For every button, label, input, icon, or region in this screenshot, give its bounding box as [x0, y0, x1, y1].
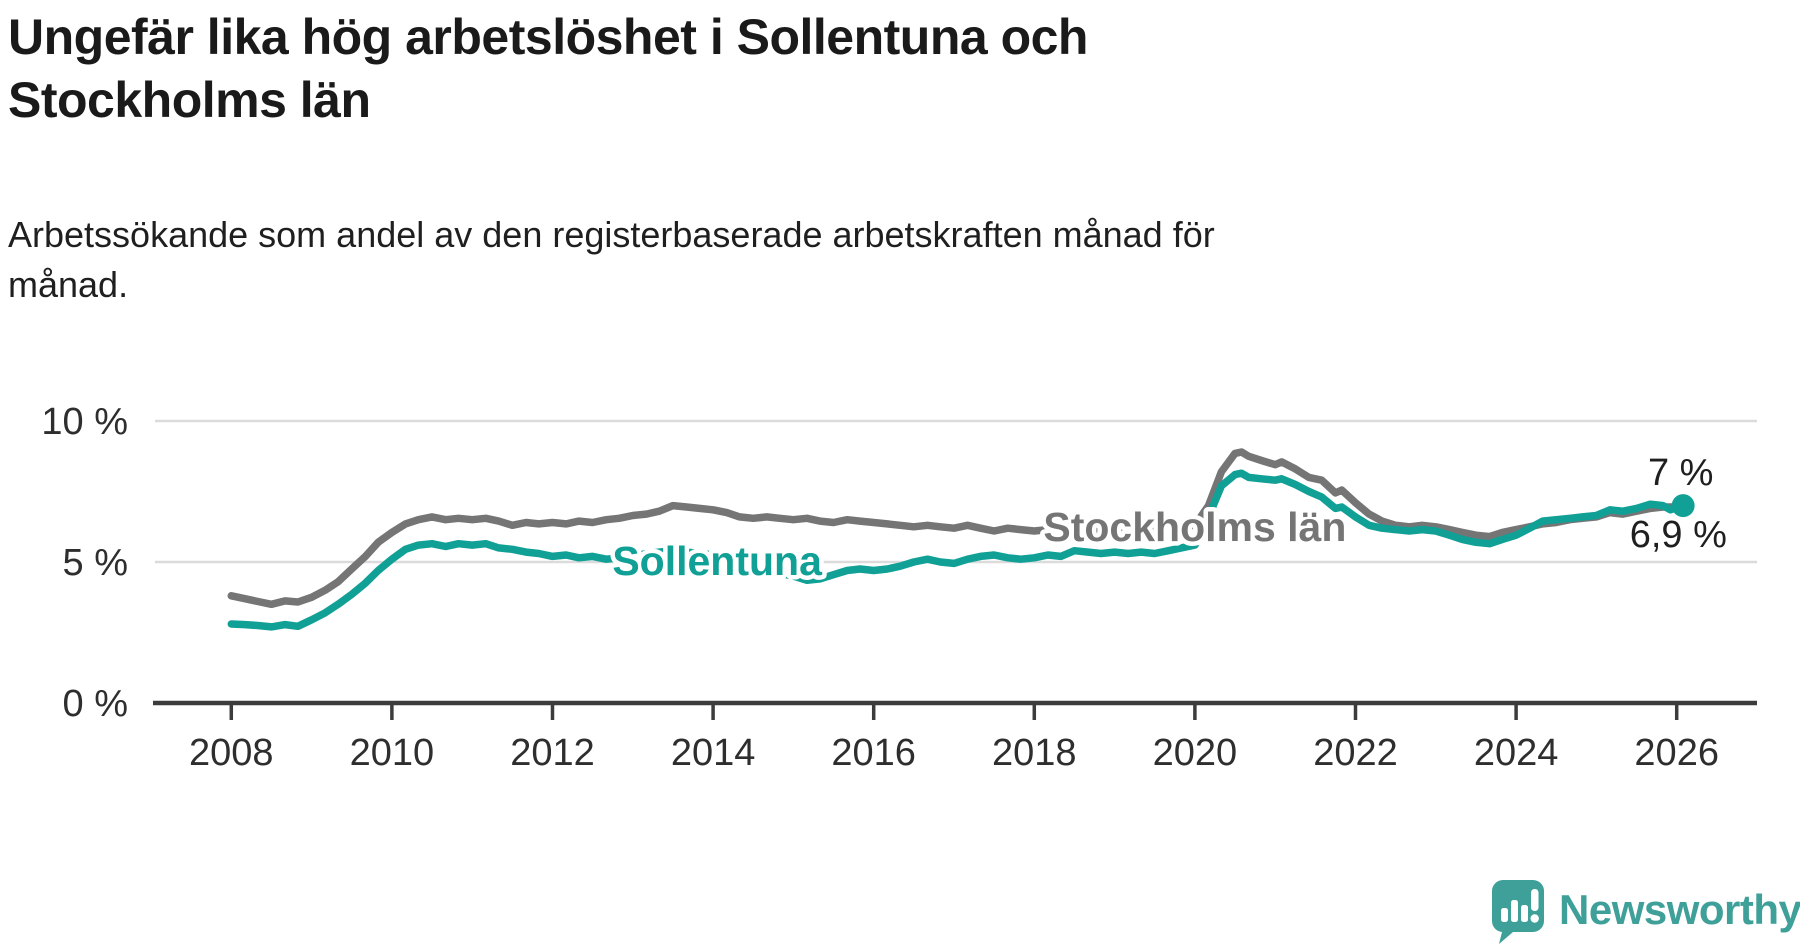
chart-subtitle-line-1: Arbetssökande som andel av den registerb… [8, 214, 1215, 255]
x-axis-label-2024: 2024 [1474, 732, 1559, 774]
series-label-stockholm: Stockholms län [1043, 504, 1346, 550]
x-axis-label-2020: 2020 [1153, 732, 1238, 774]
newsworthy-logo-icon [1491, 880, 1544, 944]
chart-title-line-1: Ungefär lika hög arbetslöshet i Sollentu… [8, 9, 1088, 65]
x-axis-label-2008: 2008 [189, 732, 274, 774]
chart-title-line-2: Stockholms län [8, 72, 371, 128]
series-line-stockholm [227, 448, 1687, 609]
x-axis-label-2026: 2026 [1634, 732, 1719, 774]
x-axis-label-2016: 2016 [831, 732, 916, 774]
chart-subtitle: Arbetssökande som andel av den registerb… [8, 210, 1215, 310]
y-axis-label-0: 0 % [63, 683, 128, 725]
end-value-label-stockholm: 6,9 % [1630, 514, 1727, 556]
x-axis-label-2010: 2010 [350, 732, 435, 774]
series-label-sollentuna: Sollentuna [612, 538, 823, 584]
chart-subtitle-line-2: månad. [8, 264, 129, 305]
newsworthy-logo[interactable]: Newsworthy [1490, 878, 1800, 948]
x-axis-label-2018: 2018 [992, 732, 1077, 774]
x-axis-label-2012: 2012 [510, 732, 595, 774]
newsworthy-wordmark: Newsworthy [1559, 886, 1800, 933]
series-end-dot-sollentuna [1671, 494, 1695, 518]
y-axis-label-10: 10 % [41, 401, 128, 443]
y-axis-label-5: 5 % [63, 542, 128, 584]
chart-title: Ungefär lika hög arbetslöshet i Sollentu… [8, 6, 1088, 132]
end-value-label-sollentuna: 7 % [1648, 452, 1713, 494]
x-axis-label-2014: 2014 [671, 732, 756, 774]
x-axis-label-2022: 2022 [1313, 732, 1398, 774]
series-line-sollentuna [227, 469, 1687, 631]
